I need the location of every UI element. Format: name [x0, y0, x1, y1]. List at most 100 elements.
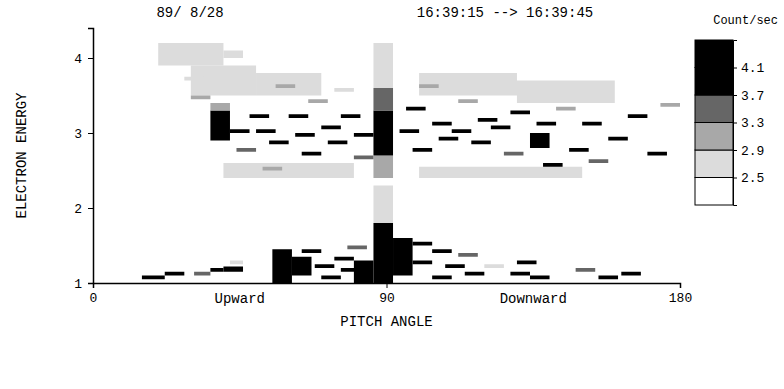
cell: [458, 253, 478, 257]
cell: [210, 103, 230, 111]
cell: [543, 163, 563, 167]
cell: [530, 133, 550, 148]
cell: [334, 88, 354, 92]
y-axis: 1 2 3 4: [74, 29, 93, 292]
cell: [341, 114, 361, 118]
cell: [373, 111, 393, 156]
cell: [321, 126, 341, 130]
cell: [419, 167, 582, 178]
cell: [230, 261, 243, 265]
cell: [569, 148, 589, 152]
cell: [458, 99, 478, 103]
cell: [142, 276, 165, 280]
cell: [432, 122, 452, 126]
cell: [504, 152, 524, 156]
cell: [302, 249, 322, 253]
cell: [465, 272, 485, 276]
colorbar-axis-line: [734, 41, 738, 206]
annotation: Upward: [215, 291, 265, 307]
tick-label: 3: [74, 127, 82, 142]
tick: 90: [379, 283, 395, 306]
tick-mark: [88, 133, 93, 134]
cell: [272, 249, 292, 283]
tick-label: 180: [669, 291, 692, 306]
tick: 3.7: [733, 89, 764, 104]
cell: [445, 264, 465, 268]
cell: [484, 264, 504, 268]
tick-label: 1: [74, 277, 82, 292]
tick-mark: [88, 58, 93, 59]
cell: [419, 84, 439, 88]
cell: [413, 148, 433, 152]
cell: [510, 111, 530, 115]
tick-mark: [733, 178, 737, 179]
cell: [256, 129, 276, 133]
subtitle: 16:39:15 --> 16:39:45: [417, 5, 593, 21]
cell: [276, 84, 296, 88]
tick: 2.5: [733, 171, 764, 186]
cell: [413, 261, 433, 265]
annotation: Downward: [500, 291, 567, 307]
tick-mark: [733, 123, 737, 124]
tick: 4: [74, 52, 93, 67]
cell: [321, 276, 341, 280]
cell: [230, 129, 250, 133]
cell: [413, 242, 433, 246]
cell: [598, 276, 618, 280]
tick: 4.1: [733, 61, 765, 76]
cell: [608, 137, 628, 141]
tick: 2.9: [733, 144, 764, 159]
cells: [142, 43, 680, 283]
tick-label: 2: [74, 202, 82, 217]
colorbar-band: [695, 178, 733, 206]
colorbar-axis: 2.5 2.9 3.3 3.7 4.1: [733, 41, 765, 206]
tick: 3: [74, 127, 93, 142]
tick-label: 3.7: [741, 89, 764, 104]
cell: [582, 122, 602, 126]
cell: [517, 261, 537, 265]
cell: [373, 223, 393, 283]
cell: [184, 77, 204, 81]
cell: [432, 249, 452, 253]
cell: [478, 118, 498, 122]
cell: [537, 122, 557, 126]
cell: [194, 272, 210, 276]
tick-mark: [88, 283, 93, 284]
tick-label: 3.3: [741, 116, 764, 131]
cell: [373, 156, 393, 179]
cell: [439, 137, 459, 141]
cell: [517, 81, 615, 104]
cell: [354, 133, 374, 137]
cell: [158, 43, 223, 66]
cell: [354, 261, 374, 284]
cell: [328, 141, 348, 145]
cell: [419, 73, 517, 96]
cell: [576, 268, 596, 272]
cell: [210, 268, 223, 272]
cell: [647, 152, 667, 156]
x-axis: 0 90 180: [90, 283, 693, 306]
tick: 1: [74, 277, 93, 292]
cell: [223, 163, 353, 178]
x-axis-line: [94, 284, 681, 289]
cell: [406, 107, 426, 111]
tick-label: 2.5: [741, 171, 764, 186]
tick: 0: [90, 283, 98, 306]
cell: [373, 88, 393, 111]
cell: [510, 272, 530, 276]
colorbar-band: [695, 123, 733, 151]
tick-label: 4: [74, 52, 82, 67]
tick-mark: [680, 283, 681, 288]
tick-label: 90: [379, 291, 395, 306]
cell: [400, 129, 420, 133]
cell: [308, 99, 328, 103]
cell: [295, 133, 315, 137]
cell: [250, 114, 270, 118]
tick-mark: [733, 150, 737, 151]
cell: [223, 51, 243, 59]
cell: [210, 111, 230, 141]
cell: [334, 257, 354, 261]
cell: [263, 167, 283, 171]
colorbar-band: [695, 95, 733, 123]
cell: [289, 114, 309, 118]
